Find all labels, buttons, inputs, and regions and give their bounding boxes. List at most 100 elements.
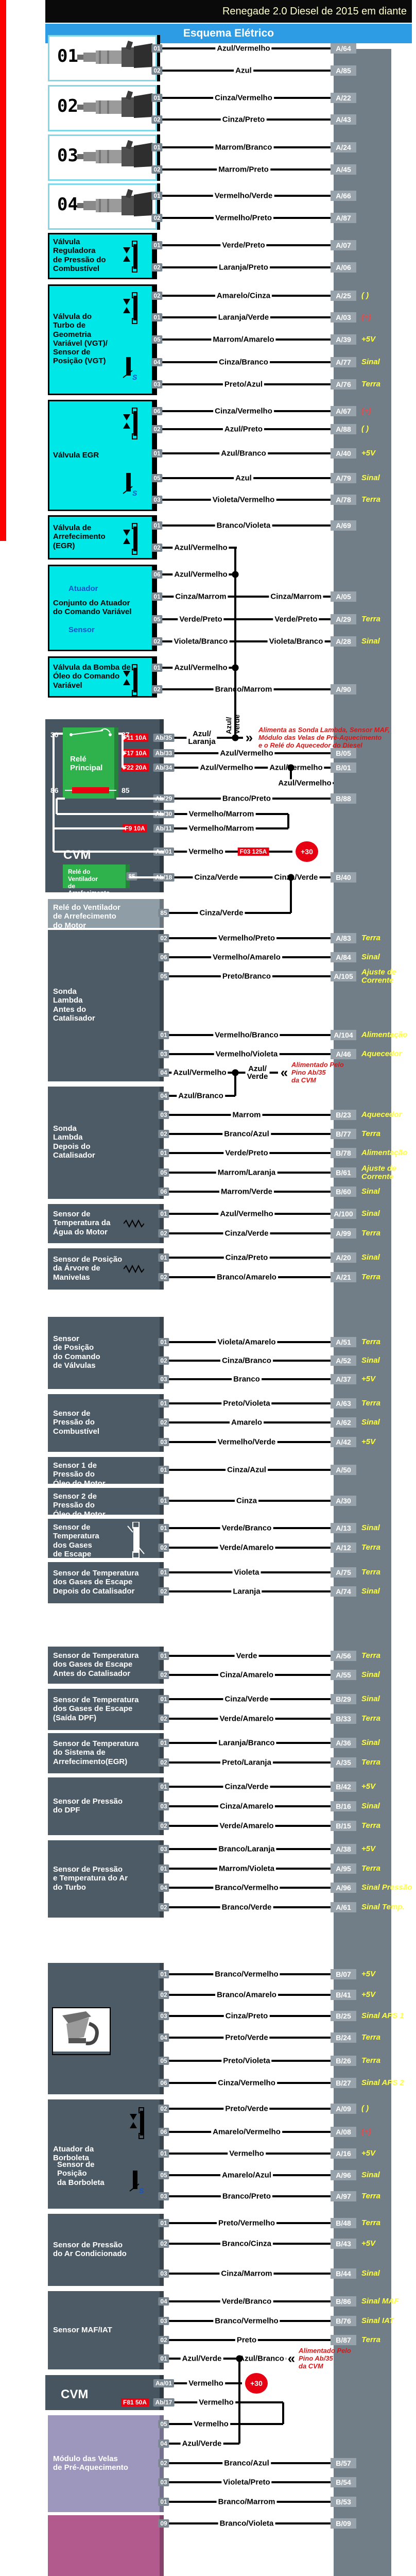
pin-tag: 01 — [158, 1466, 169, 1474]
ecu-pin-function: Terra — [361, 1129, 380, 1139]
pin-tag: 01 — [158, 1783, 169, 1791]
pin-tag: 04 — [158, 1884, 169, 1892]
wire-color-label: Cinza/Preto — [220, 115, 267, 124]
ecu-pin-function: Terra — [361, 495, 380, 504]
wire-segment — [53, 734, 55, 852]
ecu-pin-tag: A/16 — [331, 2148, 356, 2159]
wire-color-label: Violeta/Preto — [221, 2478, 272, 2486]
ecu-pin-tag: B/15 — [331, 1821, 356, 1831]
ecu-pin-function: Sinal — [361, 1802, 380, 1811]
wire-color-label: Verde/Amarelo — [218, 1544, 275, 1552]
wire-color-label: Branco/Azul — [222, 1130, 271, 1138]
wire-color-label: Vermelho — [187, 2379, 225, 2387]
wire-segment — [157, 640, 334, 642]
ecu-pin-tag: A/09 — [331, 2104, 356, 2114]
ecu-pin-function: (+) — [361, 313, 371, 322]
wire-color-label: Vermelho/Marrom — [187, 810, 256, 818]
position-sensor-icon: S — [122, 471, 140, 497]
wire-segment — [164, 851, 292, 853]
ecu-pin-tag: B/60 — [331, 1187, 356, 1197]
wire-color-label: Cinza/Verde — [223, 1229, 270, 1238]
svg-text:S: S — [132, 373, 137, 381]
wire-color-label: Amarelo/Azul — [220, 2171, 273, 2179]
pin-tag: 02 — [151, 685, 163, 693]
wire-color-label: Vermelho/Amarelo — [211, 953, 282, 961]
ecu-pin-function: Sinal — [361, 473, 380, 483]
pin-tag: 01 — [158, 1338, 169, 1346]
pin-tag: 03 — [158, 1111, 169, 1119]
pin-tag: 01 — [158, 1865, 169, 1873]
wire-color-label: Cinza/Branco — [217, 358, 270, 366]
component-box — [48, 565, 157, 651]
ecu-pin-tag: A/51 — [331, 1337, 356, 1347]
component-box — [48, 1777, 164, 1835]
injector-image — [76, 40, 153, 77]
ecu-pin-tag: B/16 — [331, 1801, 356, 1811]
ecu-pin-function: Alimentação — [361, 1148, 408, 1158]
wire-color-label: Branco/Vermelho — [213, 1884, 280, 1892]
pin-tag: 03 — [158, 1438, 169, 1446]
wire-segment — [157, 596, 334, 598]
pin-tag: 04 — [158, 2297, 169, 2306]
component-label-2: Sensor de Posição da Borboleta — [57, 2160, 105, 2187]
ecu-pin-tag: B/76 — [331, 2316, 356, 2326]
wire-color-label: Laranja/Preto — [217, 263, 270, 272]
wire-color-label: Violeta — [232, 1568, 261, 1577]
ecu-pin-function: ( ) — [361, 291, 369, 300]
pin-tag: 01 — [151, 241, 163, 249]
wire-color-label: Branco/Violeta — [218, 2519, 275, 2528]
annotation-note: Alimentado Pelo Pino Ab/35 da CVM — [299, 2347, 351, 2370]
pin-tag: 02 — [151, 544, 163, 552]
wire-color-label: Marrom/Branco — [213, 143, 274, 151]
ecu-pin-tag: B/61 — [331, 1167, 356, 1178]
component-box — [48, 1840, 164, 1918]
pin-tag: 01 — [158, 1695, 169, 1703]
pin-tag: 02 — [158, 1671, 169, 1679]
pin-tag: 02 — [158, 1273, 169, 1281]
connector-chevron-icon: « — [287, 2350, 296, 2366]
ecu-pin-tag: A/52 — [331, 1355, 356, 1366]
injector-number: 02 — [57, 96, 78, 116]
svg-text:S: S — [139, 2187, 144, 2194]
wire-color-label: Branco/Laranja — [217, 1845, 276, 1853]
wire-color-label: Cinza/Vermelho — [213, 407, 274, 415]
wire-segment — [122, 734, 124, 768]
ecu-pin-tag: B/29 — [331, 1694, 356, 1704]
header-model-text: Renegade 2.0 Diesel de 2015 em diante — [222, 5, 407, 17]
pin-tag: 03 — [158, 2478, 169, 2486]
ecu-pin-tag: B/88 — [331, 793, 356, 804]
power-circle: +30 — [245, 2373, 268, 2394]
wire-color-label: Azul/Verde — [180, 2354, 223, 2363]
ecu-pin-function: +5V — [361, 1782, 376, 1791]
pin-tag: 03 — [158, 1802, 169, 1810]
wire-color-label: Cinza — [234, 1497, 259, 1505]
pin-tag: Ab/11 — [153, 824, 175, 833]
wire-color-label: Branco — [232, 1375, 262, 1383]
pin-tag: 02 — [151, 292, 163, 300]
relay-internals — [63, 727, 118, 799]
pin-tag: 01 — [158, 1149, 169, 1157]
component-label: Válvula de Arrefecimento (EGR) — [53, 523, 106, 550]
ecu-pin-tag: A/50 — [331, 1465, 356, 1475]
ecu-pin-function: Sinal MAF — [361, 2297, 399, 2306]
wire-color-label: Marrom/Laranja — [216, 1168, 278, 1177]
ecu-pin-function: Sinal — [361, 1418, 380, 1427]
component-label: Sonda Lambda Depois do Catalisador — [53, 1124, 95, 1160]
ecu-pin-tag: A/90 — [331, 684, 356, 694]
pin-tag: 06 — [158, 1188, 169, 1196]
wire-color-label: Verde/Preto — [223, 1149, 270, 1157]
ecu-pin-tag: A/105 — [331, 971, 356, 981]
wire-color-label: Amarelo — [229, 1418, 264, 1427]
wire-segment — [157, 618, 334, 620]
wire-segment — [54, 851, 164, 853]
ecu-pin-function: Terra — [361, 615, 380, 624]
ecu-pin-tag: A/55 — [331, 1670, 356, 1680]
injector-image — [76, 189, 153, 225]
wire-color-label: Cinza/Vermelho — [213, 94, 274, 102]
wire-color-label: Cinza/Verde — [223, 1783, 270, 1791]
valve-icon — [121, 664, 142, 697]
wire-color-label: Vermelho/Preto — [213, 214, 274, 222]
ecu-pin-function: Sinal Pressão — [361, 1883, 412, 1892]
ecu-pin-tag: A/25 — [331, 291, 356, 301]
